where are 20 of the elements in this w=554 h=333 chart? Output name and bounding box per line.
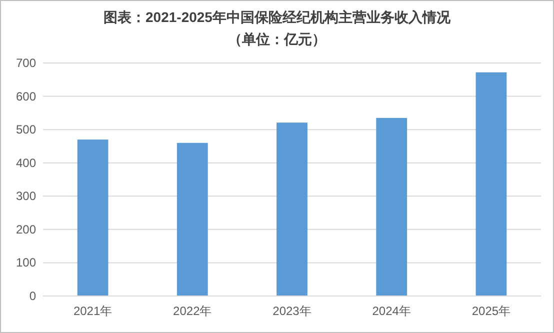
y-tick-label: 100 <box>16 256 36 270</box>
x-tick-label: 2022年 <box>173 304 212 318</box>
y-tick-label: 0 <box>29 289 36 303</box>
x-tick-label: 2023年 <box>272 304 312 318</box>
chart-subtitle: （单位：亿元） <box>228 31 326 47</box>
chart-title: 图表：2021-2025年中国保险经纪机构主营业务收入情况 <box>104 9 452 25</box>
y-tick-label: 500 <box>16 122 36 137</box>
y-tick-label: 300 <box>16 189 36 204</box>
x-tick-label: 2024年 <box>372 304 411 318</box>
y-tick-label: 200 <box>16 222 36 236</box>
y-tick-label: 700 <box>16 56 36 70</box>
bar <box>476 72 507 296</box>
y-tick-label: 400 <box>16 156 36 170</box>
x-tick-label: 2025年 <box>472 304 511 318</box>
bar <box>176 142 208 296</box>
x-tick-label: 2021年 <box>73 304 112 318</box>
bar <box>276 122 308 296</box>
y-tick-label: 600 <box>16 89 36 104</box>
bar <box>376 118 408 296</box>
bar <box>77 140 108 296</box>
